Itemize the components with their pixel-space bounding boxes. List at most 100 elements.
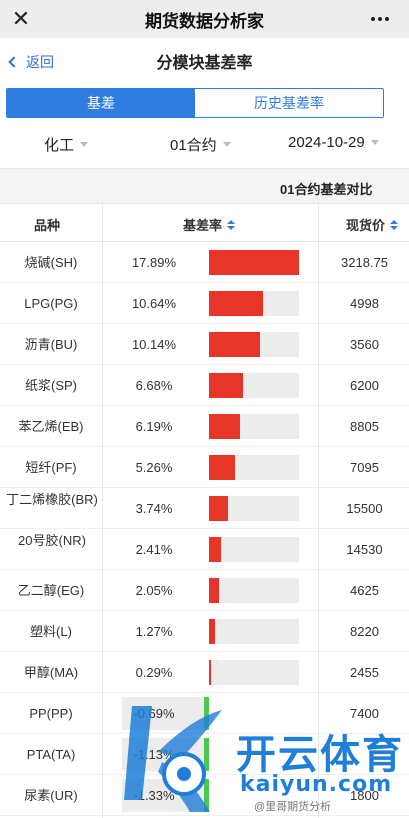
table-row[interactable]: 沥青(BU) 10.14% 3560 — [0, 324, 409, 365]
row-variety-name: 纸浆(SP) — [24, 378, 77, 393]
rate-bar-track — [209, 250, 299, 275]
rate-bar-track — [209, 496, 299, 521]
row-spot-price: 8805 — [350, 419, 379, 434]
row-spot-price: 1800 — [350, 788, 379, 803]
table-row[interactable]: LPG(PG) 10.64% 4998 — [0, 283, 409, 324]
row-variety-name: LPG(PG) — [24, 296, 78, 311]
rate-bar-track — [209, 373, 299, 398]
row-basis-rate: 10.14% — [131, 337, 177, 352]
row-variety-name: 乙二醇(EG) — [17, 583, 85, 598]
rate-bar-track — [209, 578, 299, 603]
row-spot-price: 7400 — [350, 706, 379, 721]
tab-basis[interactable]: 基差 — [7, 89, 195, 117]
table-row[interactable]: 丁二烯橡胶(BR) 3.74% 15500 — [0, 488, 409, 529]
row-variety-name: 尿素(UR) — [24, 788, 78, 803]
segmented-tabs: 基差 历史基差率 — [6, 88, 384, 118]
rate-bar-fill — [209, 250, 299, 275]
date-value: 2024-10-29 — [288, 134, 365, 151]
table-row[interactable]: 尿素(UR) -1.33% 1800 — [0, 775, 409, 816]
rate-bar-track — [209, 332, 299, 357]
row-basis-rate: 17.89% — [131, 255, 177, 270]
rate-bar-fill — [209, 455, 235, 480]
table-row[interactable]: 塑料(L) 1.27% 8220 — [0, 611, 409, 652]
row-spot-price: 2455 — [350, 665, 379, 680]
header-variety: 品种 — [34, 218, 61, 233]
caret-down-icon — [222, 142, 231, 147]
rate-bar-fill — [209, 496, 228, 521]
row-variety-name: 烧碱(SH) — [24, 255, 78, 270]
rate-bar-fill — [209, 414, 240, 439]
rate-bar-fill — [209, 660, 211, 685]
table-row[interactable]: 乙二醇(EG) 2.05% 4625 — [0, 570, 409, 611]
back-button[interactable]: 返回 — [8, 52, 54, 72]
rate-bar-fill — [209, 537, 221, 562]
compare-bar: 01合约基差对比 — [0, 168, 409, 204]
table-header: 品种 基差率 现货价 — [0, 204, 409, 242]
table-row[interactable]: 烧碱(SH) 17.89% 3218.75 — [0, 242, 409, 283]
row-variety-name: 短纤(PF) — [25, 460, 77, 475]
row-spot-price: 4998 — [350, 296, 379, 311]
row-basis-rate: 6.68% — [135, 378, 173, 393]
sort-icon — [227, 219, 236, 230]
table-row[interactable]: 20号胶(NR) 2.41% 14530 — [0, 529, 409, 570]
row-spot-price: 7095 — [350, 460, 379, 475]
contract-select[interactable]: 01合约 — [170, 134, 231, 155]
row-basis-rate: -1.33% — [133, 788, 175, 803]
row-basis-rate: 10.64% — [131, 296, 177, 311]
chevron-left-icon — [8, 56, 20, 68]
row-basis-rate: 3.74% — [135, 501, 173, 516]
column-divider — [318, 204, 319, 818]
header-basis-rate[interactable]: 基差率 — [183, 215, 236, 234]
negative-marker — [204, 779, 209, 812]
rate-bar-track — [209, 619, 299, 644]
header-spot-price[interactable]: 现货价 — [346, 215, 399, 234]
row-variety-name: 甲醇(MA) — [23, 665, 79, 680]
rate-bar-track — [209, 455, 299, 480]
row-spot-price: 15500 — [346, 501, 383, 516]
filter-row: 化工 01合约 2024-10-29 — [0, 124, 409, 164]
back-label: 返回 — [26, 54, 54, 70]
row-basis-rate: 6.19% — [135, 419, 173, 434]
row-spot-price: 4625 — [350, 583, 379, 598]
rate-bar-track — [209, 414, 299, 439]
table-row[interactable]: 甲醇(MA) 0.29% 2455 — [0, 652, 409, 693]
rate-bar-track — [209, 660, 299, 685]
row-variety-name: 20号胶(NR) — [18, 533, 86, 548]
row-spot-price: 3560 — [350, 337, 379, 352]
caret-down-icon — [80, 142, 89, 147]
caret-down-icon — [370, 140, 379, 145]
row-variety-name: 沥青(BU) — [24, 337, 78, 352]
table-row[interactable]: PP(PP) -0.69% 7400 — [0, 693, 409, 734]
row-basis-rate: 5.26% — [135, 460, 173, 475]
more-icon[interactable] — [367, 6, 393, 32]
rate-bar-fill — [209, 291, 263, 316]
row-basis-rate: 1.27% — [135, 624, 173, 639]
rate-bar-track — [209, 537, 299, 562]
table-row[interactable]: 纸浆(SP) 6.68% 6200 — [0, 365, 409, 406]
tab-history-basis-rate[interactable]: 历史基差率 — [195, 89, 383, 117]
table-row[interactable]: PTA(TA) -1.13% — [0, 734, 409, 775]
close-icon[interactable]: ✕ — [11, 6, 31, 31]
row-variety-name: 苯乙烯(EB) — [18, 419, 84, 434]
category-value: 化工 — [44, 137, 75, 154]
negative-marker — [204, 738, 209, 771]
date-select[interactable]: 2024-10-29 — [288, 134, 379, 151]
rate-bar-track — [209, 291, 299, 316]
row-variety-name: 丁二烯橡胶(BR) — [6, 492, 98, 507]
category-select[interactable]: 化工 — [44, 134, 89, 155]
row-spot-price: 6200 — [350, 378, 379, 393]
table-body: 烧碱(SH) 17.89% 3218.75 LPG(PG) 10.64% 4998 沥青(B… — [0, 242, 409, 816]
table-row[interactable]: 苯乙烯(EB) 6.19% 8805 — [0, 406, 409, 447]
table-row[interactable]: 短纤(PF) 5.26% 7095 — [0, 447, 409, 488]
row-basis-rate: 2.41% — [135, 542, 173, 557]
row-basis-rate: 0.29% — [135, 665, 173, 680]
row-variety-name: 塑料(L) — [30, 624, 72, 639]
rate-bar-fill — [209, 578, 219, 603]
basis-table: 品种 基差率 现货价 烧碱(SH) 17.89% 3218.75 LPG(PG) 10.… — [0, 204, 409, 816]
contract-value: 01合约 — [170, 137, 217, 154]
row-spot-price: 3218.75 — [341, 255, 388, 270]
rate-bar-fill — [209, 619, 215, 644]
row-variety-name: PTA(TA) — [26, 747, 76, 762]
app-bar: ✕ 期货数据分析家 — [0, 0, 409, 38]
row-basis-rate: 2.05% — [135, 583, 173, 598]
